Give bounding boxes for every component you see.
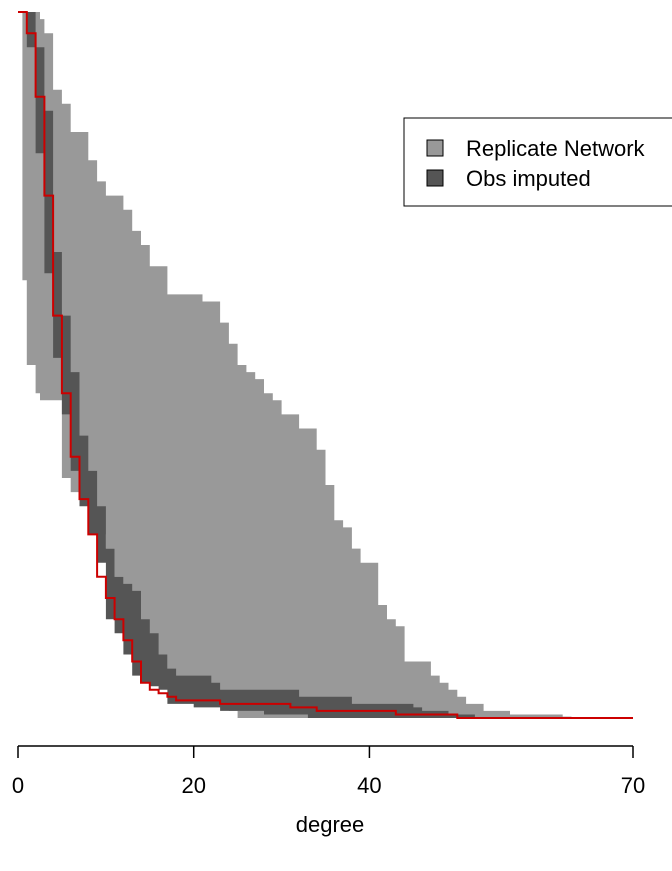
legend-entries: Replicate Network Obs imputed xyxy=(426,136,646,191)
x-tick-label: 0 xyxy=(12,773,24,798)
legend-swatch xyxy=(426,139,444,157)
x-axis: 0 20 40 70 xyxy=(12,745,645,798)
x-ticks: 0 20 40 70 xyxy=(12,746,645,798)
plot-area xyxy=(18,11,633,719)
legend-box xyxy=(403,117,672,207)
x-tick-label: 20 xyxy=(181,773,205,798)
legend-label: Obs imputed xyxy=(466,166,591,191)
legend-label: Replicate Network xyxy=(466,136,646,161)
x-tick-label: 70 xyxy=(621,773,645,798)
series-replicate-network-band xyxy=(18,12,633,718)
legend: Replicate Network Obs imputed xyxy=(403,117,672,207)
legend-swatch xyxy=(426,169,444,187)
x-axis-label: degree xyxy=(296,812,365,837)
series-2-line xyxy=(18,11,633,719)
x-tick-label: 40 xyxy=(357,773,381,798)
